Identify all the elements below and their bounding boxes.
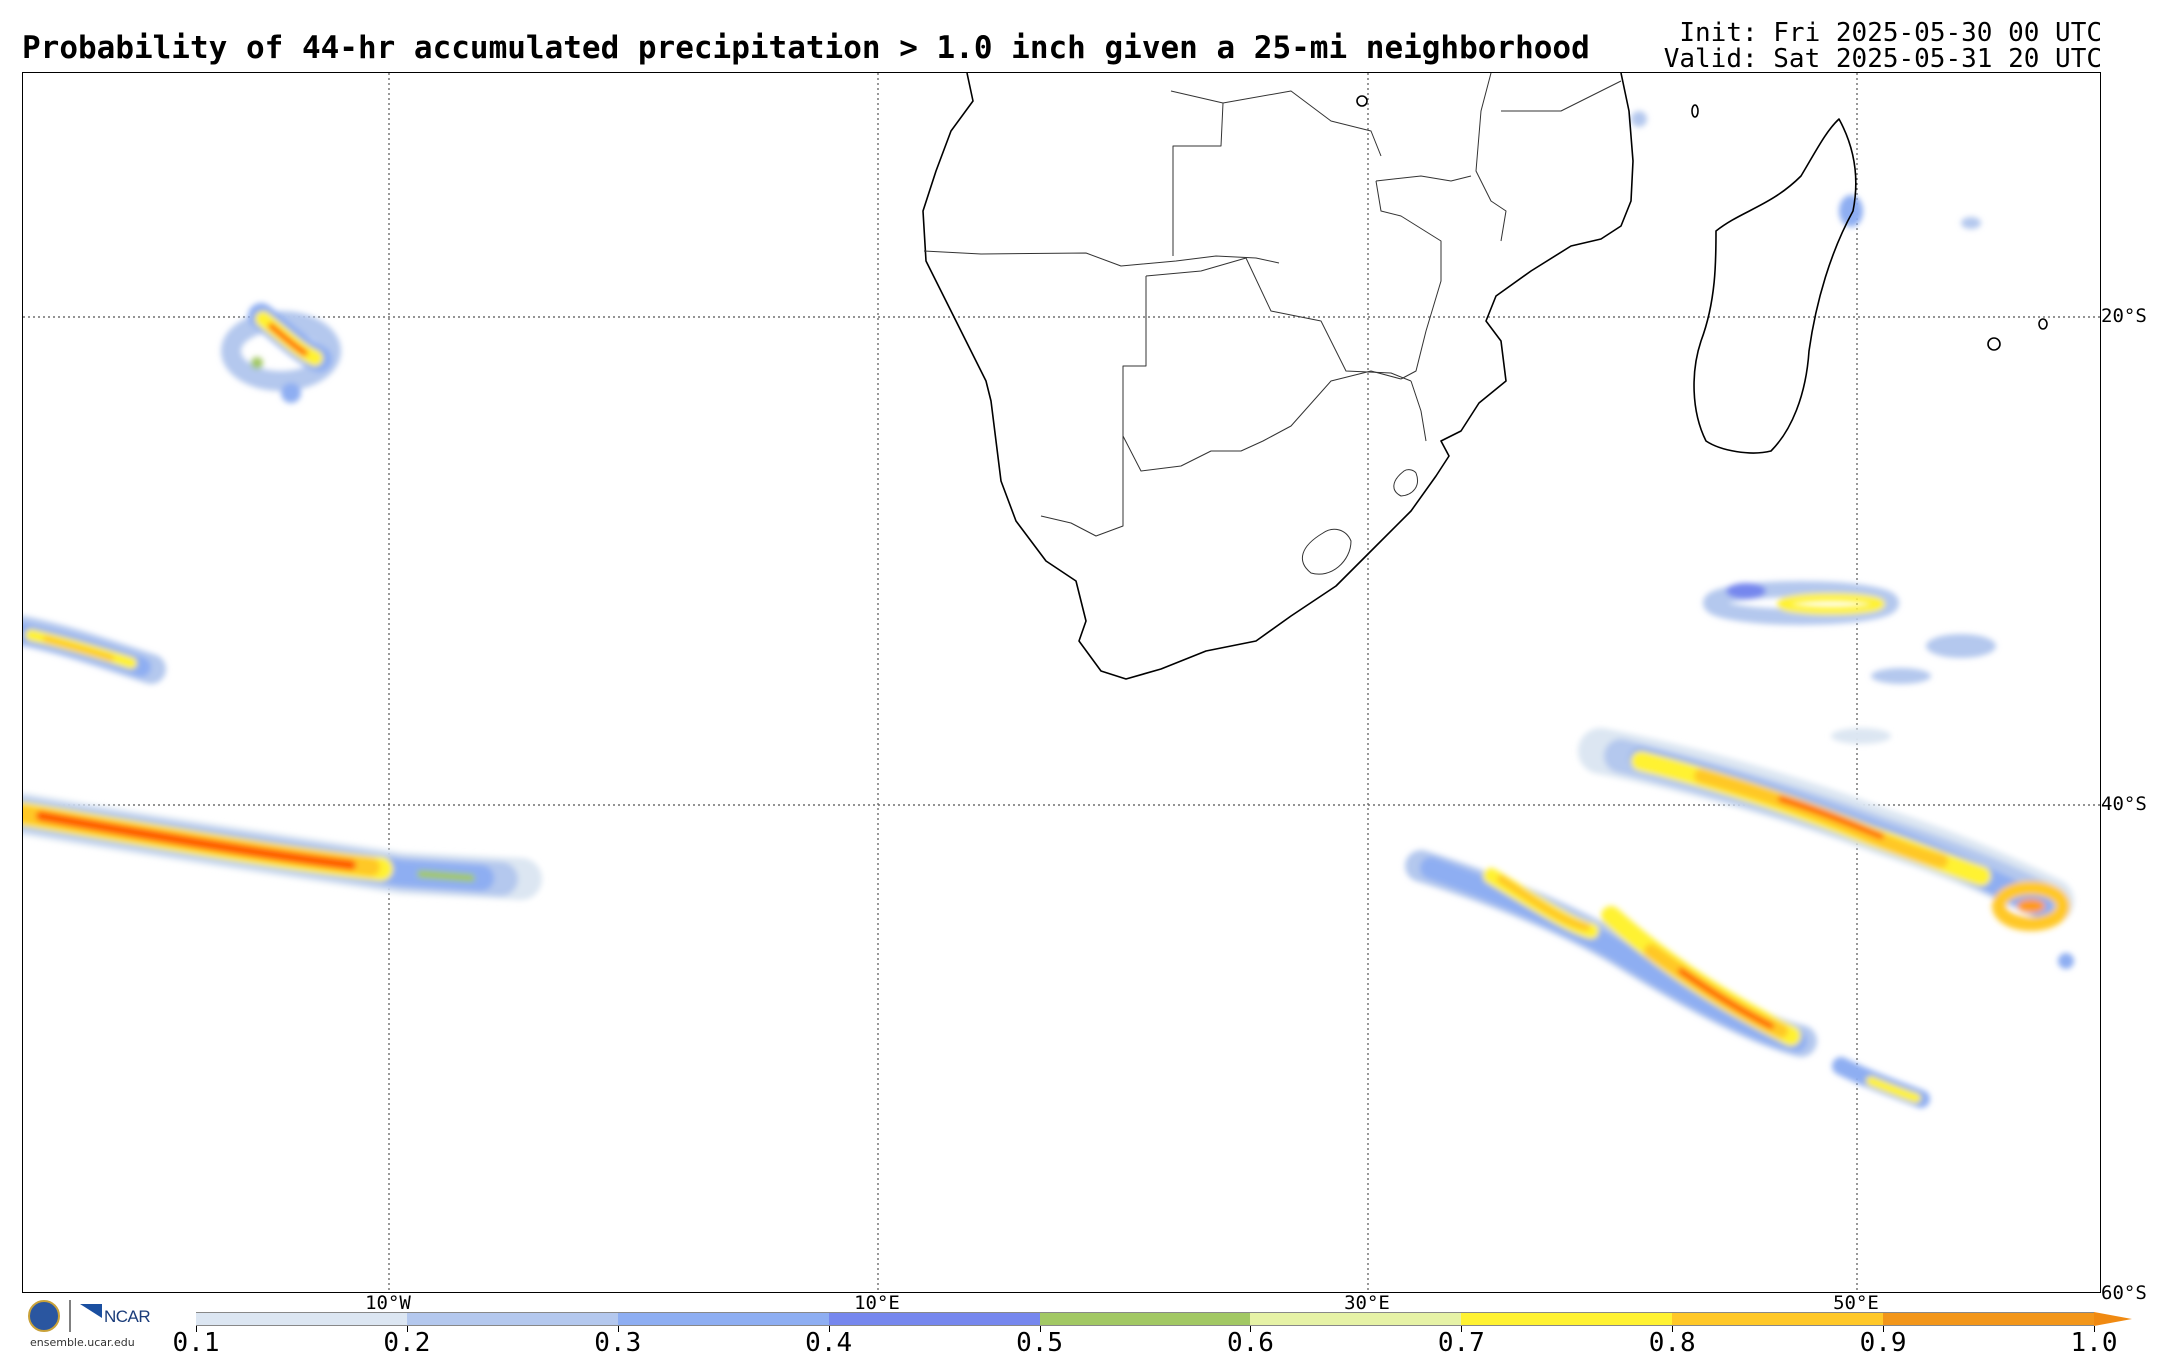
colorbar-label: 0.3 bbox=[594, 1328, 642, 1358]
colorbar-label: 0.7 bbox=[1437, 1328, 1485, 1358]
madagascar-coast bbox=[1693, 118, 1857, 454]
country-borders bbox=[923, 73, 1622, 575]
map-panel bbox=[22, 72, 2101, 1293]
colorbar-segment bbox=[1461, 1312, 1673, 1326]
colorbar-tick bbox=[2094, 1326, 2095, 1332]
nsf-globe-icon bbox=[28, 1300, 60, 1332]
lake-small bbox=[1356, 95, 1368, 107]
colorbar-segment bbox=[1039, 1312, 1251, 1326]
colorbar-segment bbox=[406, 1312, 618, 1326]
africa-west-coast bbox=[922, 73, 1634, 680]
map-canvas bbox=[23, 73, 2100, 1292]
colorbar-tick bbox=[196, 1326, 197, 1332]
colorbar-label: 0.2 bbox=[383, 1328, 431, 1358]
colorbar-tick bbox=[1039, 1326, 1041, 1332]
colorbar-label: 0.5 bbox=[1016, 1328, 1064, 1358]
ncar-mark-icon bbox=[80, 1304, 102, 1318]
colorbar-tick bbox=[617, 1326, 619, 1332]
colorbar-extend-arrow bbox=[2094, 1312, 2132, 1326]
colorbar-label: 0.4 bbox=[805, 1328, 853, 1358]
lat-label-60s: 60°S bbox=[2101, 1282, 2147, 1304]
colorbar-segment bbox=[617, 1312, 829, 1326]
init-time: Init: Fri 2025-05-30 00 UTC bbox=[1679, 18, 2102, 48]
lat-label-40s: 40°S bbox=[2101, 793, 2147, 815]
mauritius-island bbox=[2038, 318, 2048, 330]
lon-label-30e: 30°E bbox=[1344, 1292, 1390, 1314]
precip-cluster-nw bbox=[221, 303, 341, 403]
colorbar-label: 0.8 bbox=[1648, 1328, 1696, 1358]
colorbar-tick bbox=[1250, 1326, 1252, 1332]
map-title: Probability of 44-hr accumulated precipi… bbox=[22, 30, 1590, 66]
time-info: Init: Fri 2025-05-30 00 UTC Valid: Sat 2… bbox=[1664, 20, 2102, 72]
comoros-island bbox=[1691, 104, 1699, 118]
site-url: ensemble.ucar.edu bbox=[30, 1336, 135, 1349]
precip-band-east-lower bbox=[1405, 850, 1930, 1108]
colorbar-label: 1.0 bbox=[2070, 1328, 2118, 1358]
ncar-wordmark: NCAR bbox=[104, 1307, 151, 1326]
colorbar-label: 0.9 bbox=[1859, 1328, 1907, 1358]
colorbar-tick bbox=[1461, 1326, 1463, 1332]
colorbar-tick bbox=[406, 1326, 408, 1332]
lon-label-50e: 50°E bbox=[1833, 1292, 1879, 1314]
nsf-ncar-logo bbox=[28, 1300, 102, 1332]
precip-band-small-west bbox=[23, 616, 166, 684]
lat-label-20s: 20°S bbox=[2101, 305, 2147, 327]
colorbar-tick bbox=[1672, 1326, 1674, 1332]
colorbar-tick bbox=[1883, 1326, 1885, 1332]
precip-band-east-upper bbox=[1578, 728, 2074, 969]
colorbar-label: 0.6 bbox=[1226, 1328, 1274, 1358]
reunion-island bbox=[1987, 337, 2001, 351]
colorbar-segment bbox=[828, 1312, 1040, 1326]
valid-time: Valid: Sat 2025-05-31 20 UTC bbox=[1663, 44, 2102, 74]
graticule bbox=[23, 73, 2100, 1292]
colorbar-segment bbox=[1250, 1312, 1462, 1326]
lon-label-10e: 10°E bbox=[854, 1292, 900, 1314]
colorbar-segment bbox=[1883, 1312, 2094, 1326]
colorbar-segment bbox=[1672, 1312, 1883, 1326]
coastlines bbox=[922, 73, 2048, 680]
colorbar-tick bbox=[828, 1326, 830, 1332]
precip-band-west bbox=[23, 793, 542, 900]
precip-band-east-mid bbox=[1631, 111, 1996, 744]
colorbar bbox=[196, 1312, 2094, 1326]
colorbar-segment bbox=[196, 1312, 407, 1326]
precip-probability-field bbox=[23, 111, 2074, 1108]
colorbar-label: 0.1 bbox=[172, 1328, 220, 1358]
lon-label-10w: 10°W bbox=[365, 1292, 411, 1314]
